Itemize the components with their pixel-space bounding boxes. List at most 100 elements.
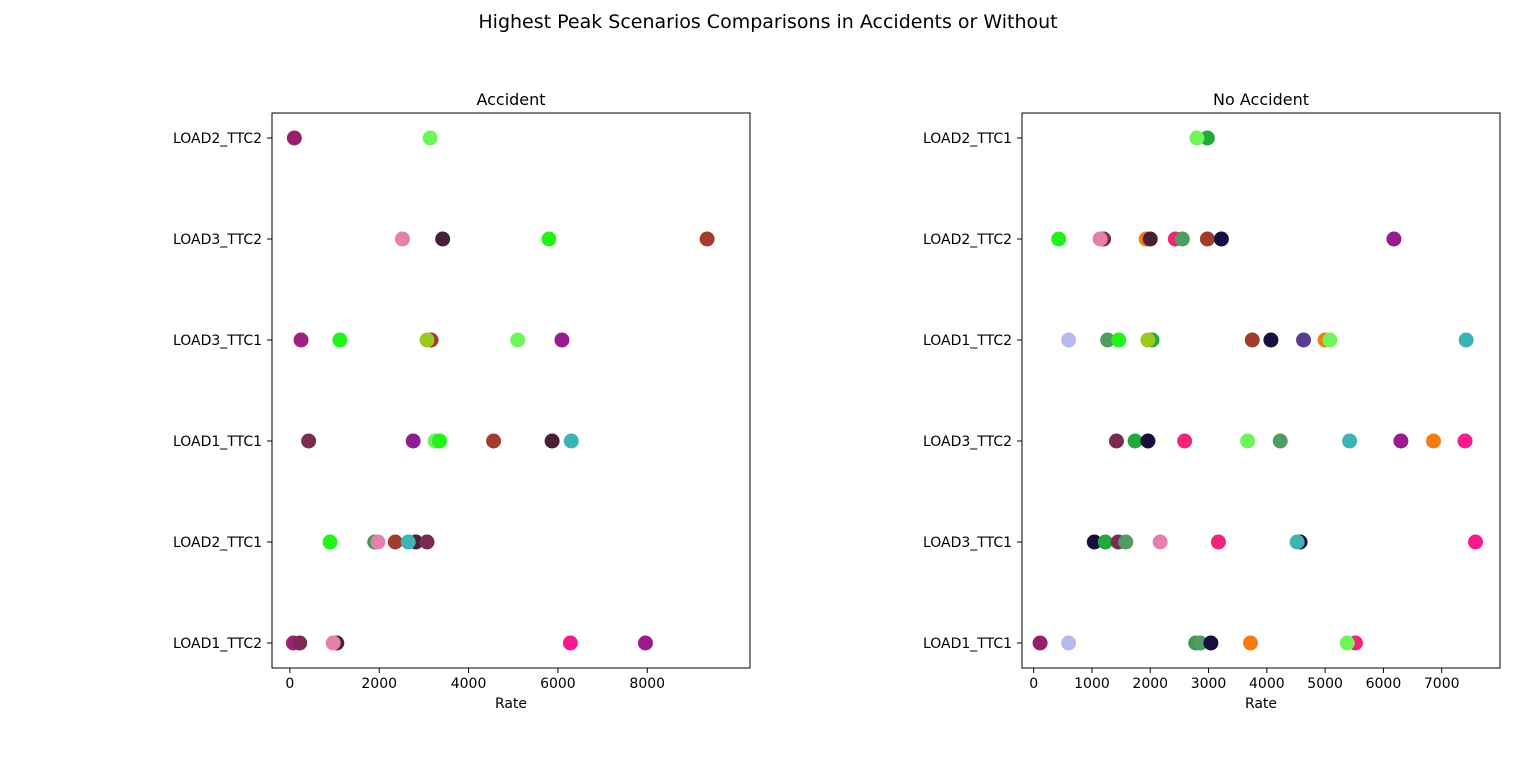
data-point: [1203, 635, 1219, 651]
y-tick-label: LOAD1_TTC2: [923, 333, 1012, 349]
x-tick-label: 6000: [1366, 676, 1402, 692]
data-point: [1140, 332, 1156, 348]
data-point: [1140, 433, 1156, 449]
x-tick-label: 7000: [1424, 676, 1460, 692]
accident-panel: Accident 0 2000 4000 6000 8000 Rate LOAD1_TTC2 L…: [173, 90, 751, 712]
y-tick-label: LOAD1_TTC1: [173, 434, 262, 450]
x-tick-label: 6000: [540, 676, 576, 692]
data-point: [1468, 534, 1484, 550]
data-point: [1322, 332, 1338, 348]
data-point: [1092, 231, 1108, 247]
data-point: [286, 130, 302, 146]
data-point: [1032, 635, 1048, 651]
data-point: [394, 231, 410, 247]
data-point: [1289, 534, 1305, 550]
y-tick-label: LOAD3_TTC2: [923, 434, 1012, 450]
data-point: [292, 635, 308, 651]
x-tick-label: 0: [285, 676, 294, 692]
data-point: [1458, 332, 1474, 348]
data-point: [1426, 433, 1442, 449]
y-tick-label: LOAD1_TTC1: [923, 636, 1012, 652]
data-point: [322, 534, 338, 550]
data-point: [554, 332, 570, 348]
data-point: [419, 534, 435, 550]
x-tick-label: 5000: [1307, 676, 1343, 692]
data-point: [1240, 433, 1256, 449]
data-point: [1111, 332, 1127, 348]
data-point: [510, 332, 526, 348]
no-accident-panel: No Accident 0 1000 2000 3000 4000 5000 6000 7000…: [923, 90, 1501, 712]
x-tick-label: 4000: [1249, 676, 1285, 692]
data-point: [400, 534, 416, 550]
figure-title: Highest Peak Scenarios Comparisons in Ac…: [478, 11, 1058, 33]
axes-frame: [1021, 112, 1501, 669]
y-tick-label: LOAD2_TTC2: [173, 131, 262, 147]
data-point: [1386, 231, 1402, 247]
data-point: [1192, 635, 1208, 651]
data-point: [332, 332, 348, 348]
data-point: [435, 231, 451, 247]
y-tick-label: LOAD2_TTC1: [173, 535, 262, 551]
data-point: [544, 433, 560, 449]
data-point: [387, 534, 403, 550]
x-tick-label: 4000: [451, 676, 487, 692]
data-point: [1213, 231, 1229, 247]
data-point: [1263, 332, 1279, 348]
data-point: [1342, 433, 1358, 449]
data-point: [325, 635, 341, 651]
data-point: [637, 635, 653, 651]
data-point: [1199, 130, 1215, 146]
axes-frame: [271, 112, 751, 669]
x-tick-label: 1000: [1074, 676, 1110, 692]
data-point: [1061, 635, 1077, 651]
x-tick-label: 2000: [361, 676, 397, 692]
data-point: [563, 433, 579, 449]
data-point: [370, 534, 386, 550]
data-point: [1142, 231, 1158, 247]
data-point: [1108, 433, 1124, 449]
x-tick-label: 8000: [629, 676, 665, 692]
y-tick-label: LOAD3_TTC1: [173, 333, 262, 349]
data-point: [562, 635, 578, 651]
data-point: [1051, 231, 1067, 247]
data-point: [1118, 534, 1134, 550]
data-point: [1339, 635, 1355, 651]
y-tick-label: LOAD3_TTC2: [173, 232, 262, 248]
x-tick-label: 2000: [1132, 676, 1168, 692]
data-point: [1152, 534, 1168, 550]
data-point: [1210, 534, 1226, 550]
x-axis-label: Rate: [495, 696, 527, 712]
x-tick-label: 0: [1029, 676, 1038, 692]
data-point: [432, 433, 448, 449]
data-point: [301, 433, 317, 449]
data-point: [1393, 433, 1409, 449]
data-point: [1272, 433, 1288, 449]
data-point: [1097, 534, 1113, 550]
data-point: [1457, 433, 1473, 449]
x-tick-label: 3000: [1191, 676, 1227, 692]
data-point: [1199, 231, 1215, 247]
data-point: [1296, 332, 1312, 348]
data-point: [1177, 433, 1193, 449]
data-point: [1244, 332, 1260, 348]
data-point: [293, 332, 309, 348]
data-point: [486, 433, 502, 449]
panel-title: No Accident: [1213, 90, 1309, 109]
y-tick-label: LOAD2_TTC1: [923, 131, 1012, 147]
panel-title: Accident: [476, 90, 545, 109]
data-point: [1189, 130, 1205, 146]
data-point: [1127, 433, 1143, 449]
x-axis-label: Rate: [1245, 696, 1277, 712]
y-tick-label: LOAD3_TTC1: [923, 535, 1012, 551]
data-point: [1174, 231, 1190, 247]
y-tick-label: LOAD1_TTC2: [173, 636, 262, 652]
data-point: [1100, 332, 1116, 348]
data-point: [699, 231, 715, 247]
data-point: [541, 231, 557, 247]
data-point: [422, 130, 438, 146]
data-point: [1061, 332, 1077, 348]
y-tick-label: LOAD2_TTC2: [923, 232, 1012, 248]
data-point: [1086, 534, 1102, 550]
data-point: [1243, 635, 1259, 651]
